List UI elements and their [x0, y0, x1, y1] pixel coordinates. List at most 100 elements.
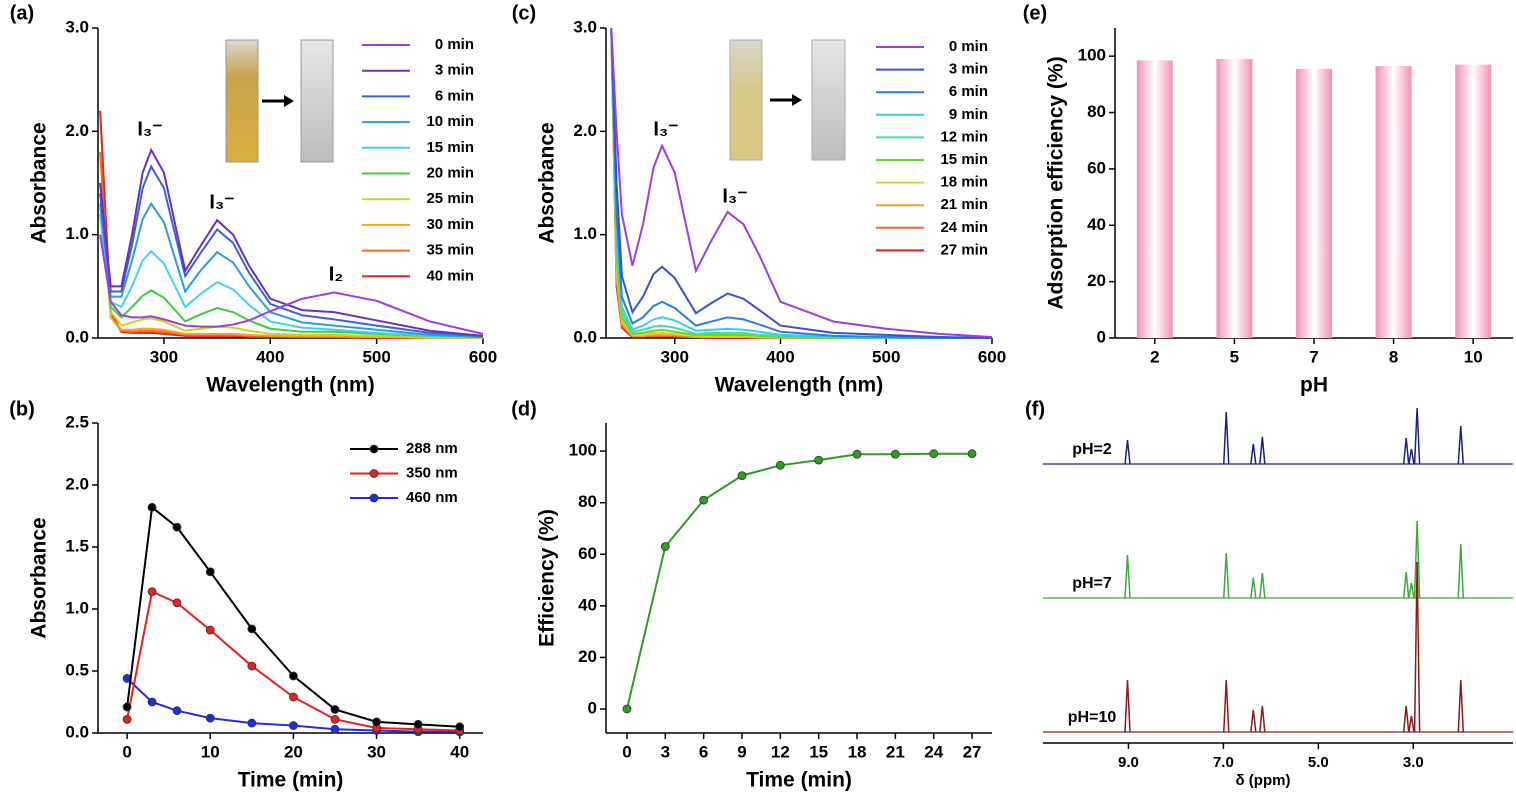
series-line: [610, 27, 992, 339]
series-line: [610, 27, 992, 338]
y-tick-label: 40: [578, 595, 597, 614]
y-tick-label: 3.0: [573, 17, 597, 36]
peak: [1457, 543, 1465, 599]
bar: [1216, 59, 1253, 338]
x-tick-label: 24: [924, 742, 943, 761]
panel-label: (b): [9, 398, 35, 420]
point: [247, 661, 257, 671]
inset-photo-a: [225, 39, 334, 163]
annotation: I₃⁻: [722, 185, 747, 207]
x-tick-label: 400: [256, 347, 284, 366]
x-tick-label: 600: [978, 347, 1006, 366]
y-tick-label: 0.0: [573, 327, 597, 346]
y-tick-label: 20: [1087, 271, 1106, 290]
series-line: [610, 27, 992, 339]
x-axis-title: Wavelength (nm): [206, 374, 374, 397]
legend-label: 25 min: [426, 190, 474, 207]
peak: [1457, 425, 1465, 465]
legend-label: 10 min: [426, 113, 474, 130]
peak: [1413, 407, 1421, 465]
x-tick-label: 9.0: [1118, 754, 1139, 771]
series-line: [99, 164, 483, 337]
legend-label: 35 min: [426, 242, 474, 259]
peak: [1259, 572, 1266, 599]
point: [330, 714, 340, 724]
y-tick-label: 3.0: [65, 17, 89, 36]
point: [172, 598, 182, 608]
series-line: [99, 234, 483, 335]
annotation: I₃⁻: [653, 118, 678, 140]
series-line: [99, 213, 483, 338]
y-tick-label: 100: [569, 441, 597, 460]
x-tick-label: 600: [469, 347, 497, 366]
point: [147, 502, 157, 512]
annotation: I₃⁻: [209, 191, 234, 213]
x-tick-label: 5.0: [1308, 754, 1329, 771]
y-tick-label: 80: [1087, 102, 1106, 121]
series-line: [99, 147, 483, 337]
y-tick-label: 2.0: [65, 121, 89, 140]
legend-marker: [369, 493, 379, 503]
y-tick-label: 1.5: [65, 536, 89, 555]
panel: (d) 0 20 40 60 80 100 Efficiency (%) Time (min) 0…: [511, 398, 992, 792]
x-axis-title: δ (ppm): [1236, 772, 1291, 789]
legend-label: 288 nm: [406, 440, 458, 457]
panel-label: (e): [1023, 2, 1047, 24]
peak: [1402, 705, 1410, 733]
x-tick-label: 10: [1464, 347, 1483, 366]
legend-label: 6 min: [949, 83, 988, 100]
x-tick-label: 300: [150, 347, 178, 366]
point: [205, 625, 215, 635]
point: [330, 724, 340, 734]
peak: [1413, 520, 1421, 599]
series-line: [610, 27, 992, 339]
x-tick-label: 18: [848, 742, 867, 761]
y-tick-label: 0.5: [65, 660, 89, 679]
point: [172, 522, 182, 532]
y-axis-title: Adsorption efficiency (%): [1045, 56, 1068, 309]
point: [455, 722, 465, 732]
legend-label: 20 min: [426, 164, 474, 181]
peak: [1124, 554, 1131, 599]
x-tick-label: 10: [201, 742, 220, 761]
point: [122, 714, 132, 724]
peak: [1402, 571, 1410, 599]
point: [205, 713, 215, 723]
bar: [1136, 60, 1173, 339]
series-line: [610, 27, 992, 339]
x-tick-label: 20: [284, 742, 303, 761]
point: [967, 449, 977, 459]
series-line: [625, 452, 973, 710]
legend-marker: [369, 469, 379, 478]
point: [929, 449, 939, 459]
legend-label: 3 min: [949, 61, 988, 78]
point: [852, 449, 862, 459]
x-tick-label: 300: [661, 347, 689, 366]
y-tick-label: 20: [578, 647, 597, 666]
series-line: [610, 27, 992, 339]
y-tick-label: 60: [578, 544, 597, 563]
peak: [1457, 679, 1465, 733]
inset-photo-c: [729, 39, 846, 161]
panel: (e) 0 20 40 60 80 100 Adsorption efficiency (%)…: [1023, 2, 1513, 397]
panel: (c) 0.0 1.0 2.0 3.0 Absorbance Wavelength (nm)…: [512, 2, 1006, 396]
legend-marker: [369, 444, 379, 454]
legend-label: 40 min: [426, 267, 474, 284]
y-tick-label: 2.5: [65, 412, 89, 431]
y-tick-label: 0: [588, 698, 597, 717]
y-axis-title: Efficiency (%): [536, 509, 559, 647]
legend-label: 27 min: [940, 241, 988, 258]
point: [289, 671, 298, 681]
x-tick-label: 2: [1150, 347, 1159, 366]
legend-label: 15 min: [426, 139, 474, 156]
legend-label: 460 nm: [406, 489, 458, 506]
x-tick-label: 0: [622, 742, 631, 761]
peak: [1259, 436, 1266, 465]
legend-label: 18 min: [940, 174, 988, 191]
x-tick-label: 27: [963, 742, 982, 761]
panel-label: (f): [1025, 398, 1045, 420]
point: [247, 718, 257, 728]
peak: [1259, 705, 1266, 733]
point: [172, 706, 182, 716]
x-tick-label: 21: [886, 742, 905, 761]
